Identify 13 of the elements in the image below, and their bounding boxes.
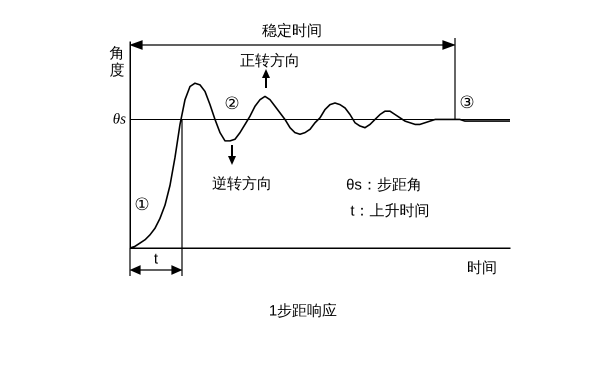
annotation: θs：步距角 [346, 176, 422, 194]
annotation: ② [224, 94, 240, 114]
text: t [154, 250, 158, 268]
annotation: t：上升时间 [350, 202, 430, 220]
ref-line-label: θs [112, 111, 126, 128]
annotation: 逆转方向 [212, 174, 272, 194]
x-axis-title: 时间 [467, 258, 497, 278]
y-axis-title: 角度 [109, 45, 125, 79]
text: 正转方向 [240, 52, 300, 70]
annotation: ③ [459, 93, 475, 113]
text: 1步距响应 [268, 302, 338, 320]
text: 稳定时间 [262, 22, 322, 40]
annotation: ① [134, 195, 150, 215]
